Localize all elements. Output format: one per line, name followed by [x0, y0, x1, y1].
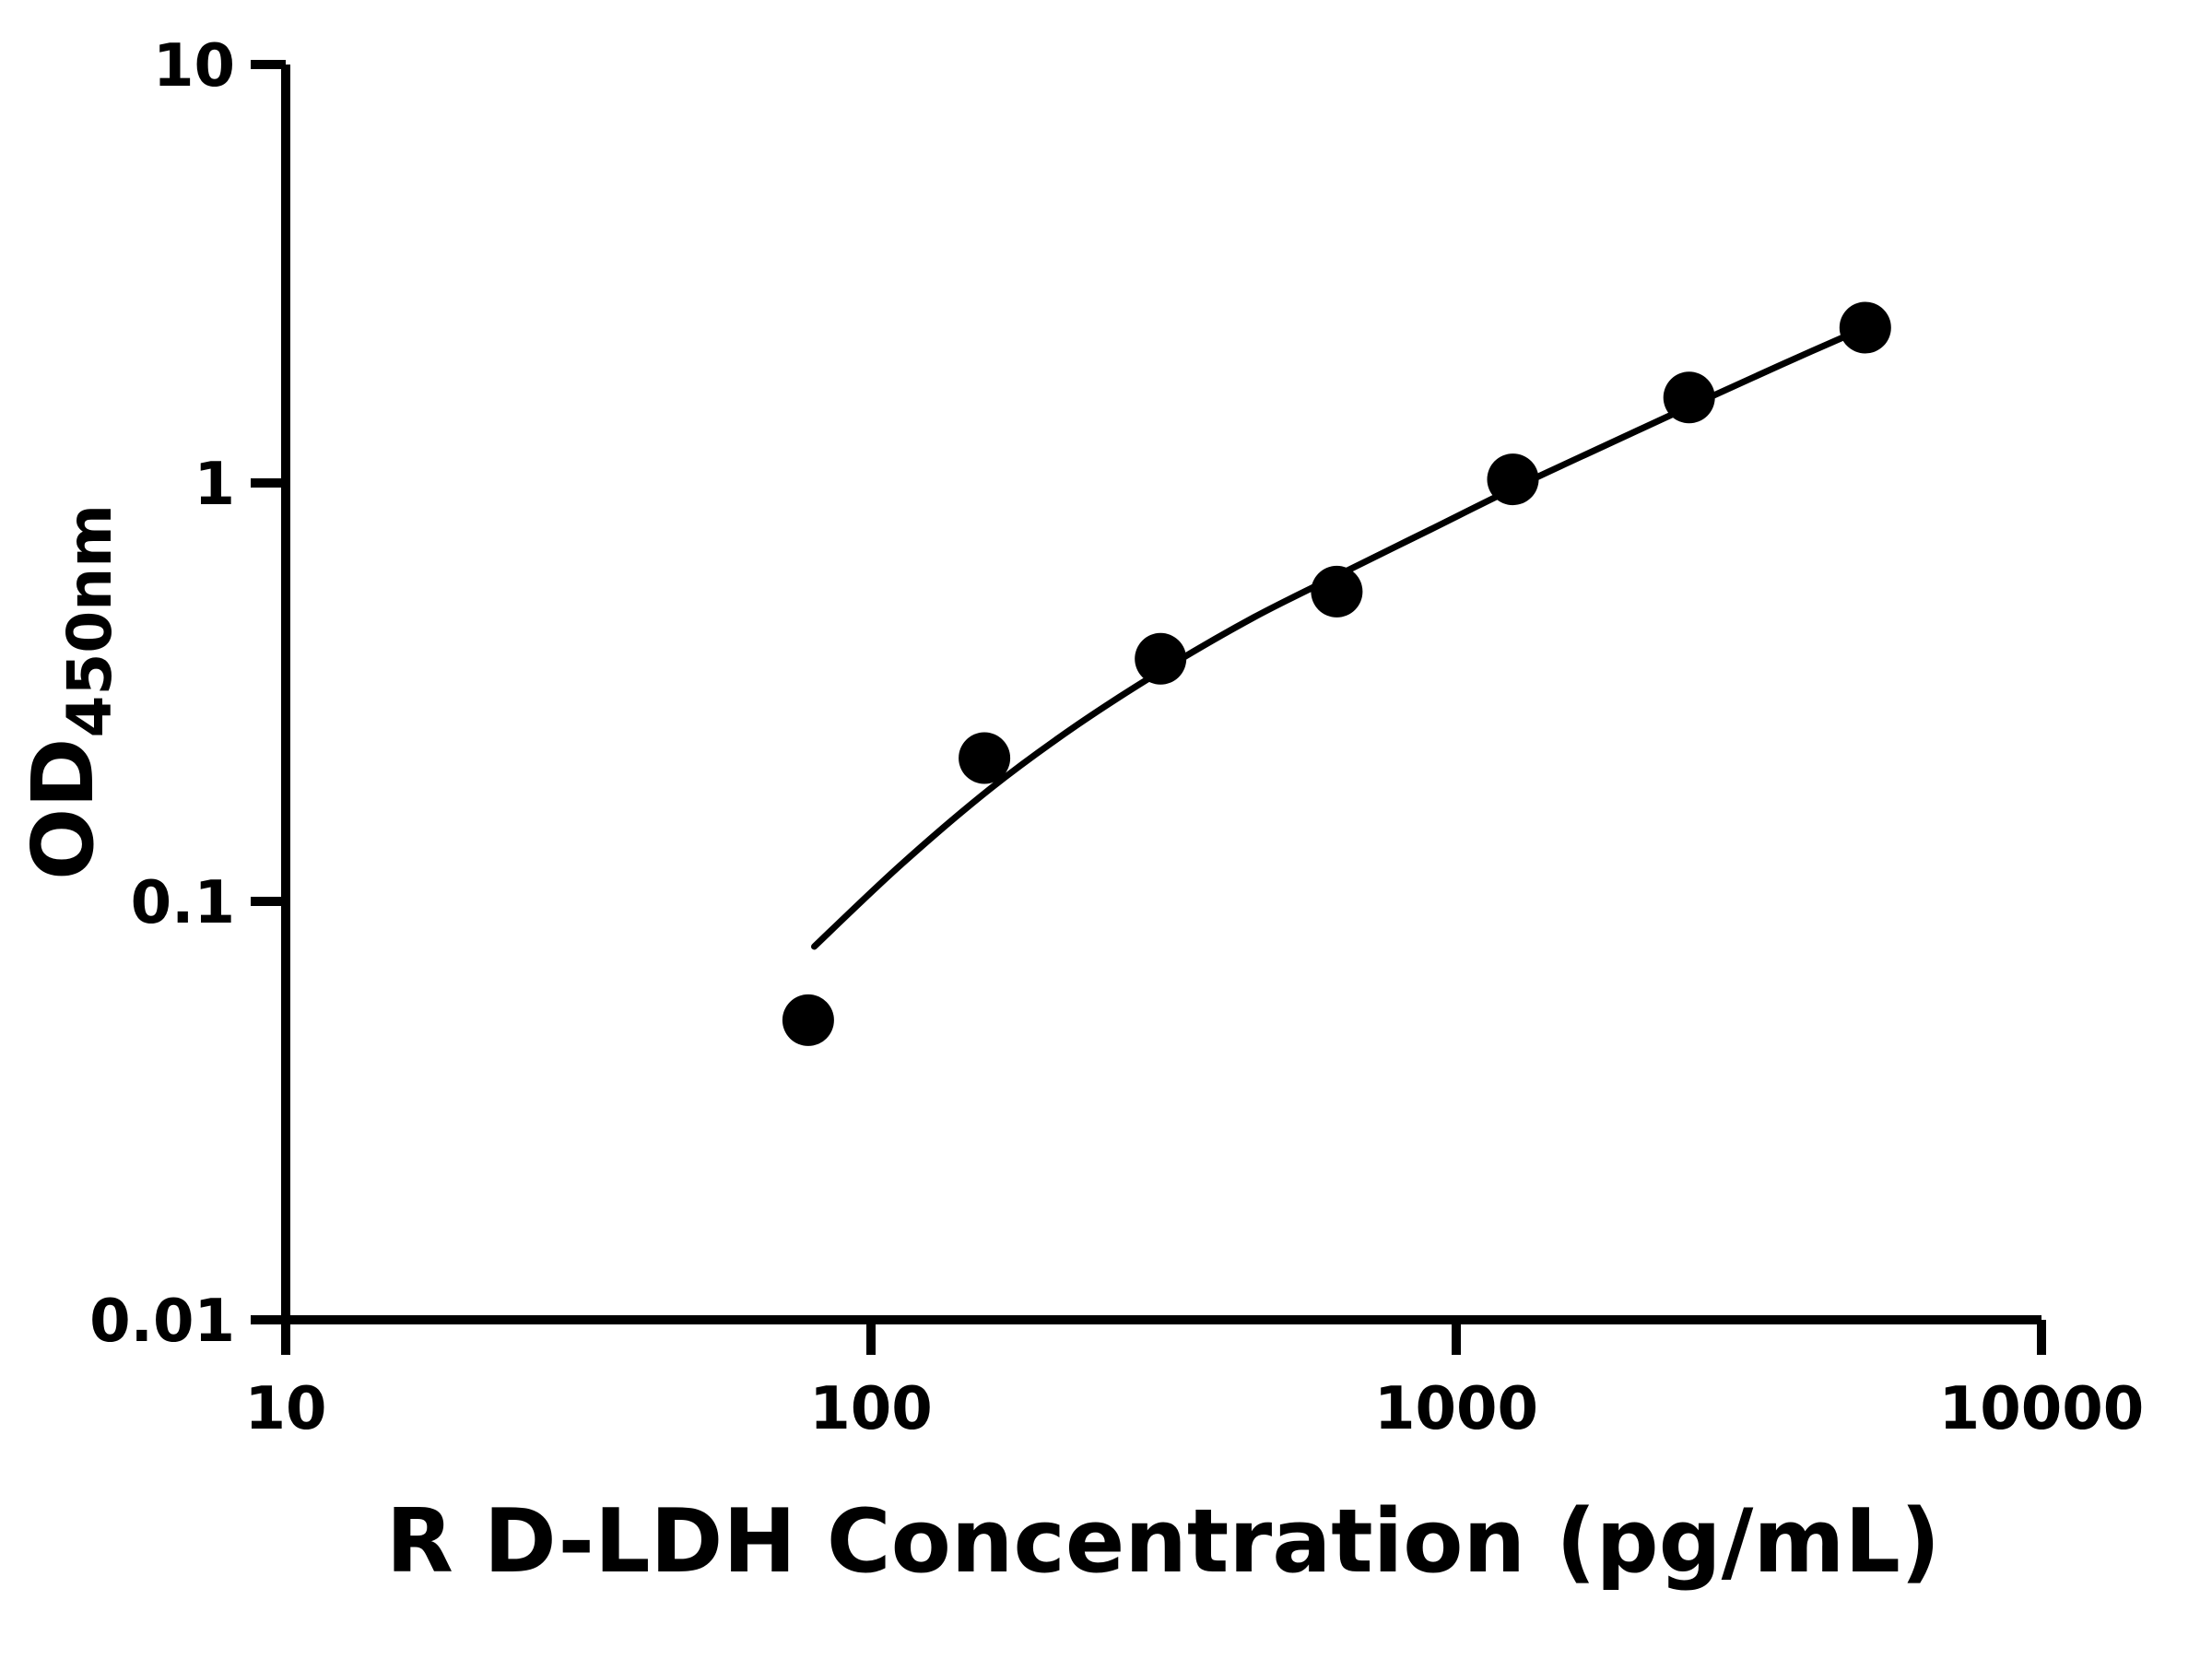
x-tick-label: 10 — [244, 1375, 326, 1443]
fit-curve — [811, 324, 1869, 950]
y-tick-label: 0.01 — [89, 1288, 235, 1356]
data-point — [1487, 453, 1539, 506]
ticks: 10 100 1000 10000 0.01 0.1 1 10 — [89, 32, 2144, 1443]
y-tick-label: 0.1 — [131, 869, 235, 937]
data-point — [1839, 301, 1891, 354]
y-tick-label: 1 — [194, 451, 235, 519]
y-axis-title-main: OD — [14, 737, 112, 880]
fit-curve-layer — [811, 324, 1869, 950]
y-axis-title-sub: 450nm — [54, 504, 125, 738]
axes — [281, 65, 2041, 1324]
y-tick-label: 10 — [153, 32, 235, 100]
x-tick-label: 100 — [809, 1375, 933, 1443]
data-point — [959, 732, 1011, 784]
x-tick-label: 10000 — [1939, 1375, 2145, 1443]
axis-spines — [281, 65, 2041, 1324]
data-point — [782, 994, 834, 1046]
data-point — [1311, 565, 1363, 618]
x-axis-title: R D-LDH Concentration (pg/mL) — [386, 1491, 1941, 1593]
y-axis-title: OD450nm — [14, 504, 125, 880]
data-point — [1663, 371, 1715, 424]
data-point — [1135, 632, 1187, 685]
x-tick-label: 1000 — [1374, 1375, 1538, 1443]
data-points-layer — [782, 301, 1891, 1046]
